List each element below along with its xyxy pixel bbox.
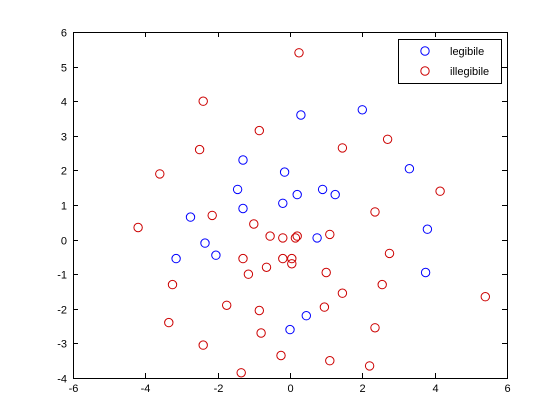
data-point-series-2: [238, 253, 248, 264]
y-tick-label: 6: [61, 28, 67, 40]
data-point-series-2: [155, 169, 165, 179]
plot-area: [73, 32, 507, 378]
y-tick-label: 3: [61, 132, 67, 144]
data-point-series-2: [337, 143, 348, 153]
data-point-series-2: [435, 186, 445, 196]
y-tick-label: 0: [61, 236, 67, 248]
data-point-series-2: [278, 253, 288, 264]
x-tick-label: 0: [287, 383, 293, 395]
y-tick-label: -1: [57, 270, 67, 282]
data-point-series-2: [370, 207, 380, 217]
data-point-series-2: [319, 302, 330, 312]
legend-marker: [420, 46, 430, 56]
data-point-series-2: [337, 288, 348, 298]
data-point-series-2: [321, 267, 331, 278]
x-tick-label: -4: [141, 383, 151, 395]
data-point-series-2: [292, 231, 302, 241]
data-point-series-1: [238, 155, 248, 165]
data-point-series-2: [294, 48, 304, 58]
legend-label: legibile: [450, 46, 484, 58]
data-point-series-2: [276, 350, 286, 361]
data-point-series-1: [292, 189, 302, 200]
data-point-series-2: [256, 328, 266, 338]
legend: legibile illegibile: [398, 39, 502, 84]
data-point-series-2: [249, 219, 259, 229]
data-point-series-2: [287, 253, 297, 264]
x-tick-label: 6: [504, 383, 510, 395]
data-point-series-2: [480, 292, 490, 302]
data-point-series-2: [243, 269, 254, 279]
data-point-series-2: [325, 356, 335, 366]
data-point-series-2: [194, 144, 205, 155]
y-tick-label: -2: [57, 305, 67, 317]
data-point-series-2: [261, 262, 272, 272]
data-point-series-2: [254, 125, 264, 136]
data-point-series-2: [207, 210, 217, 221]
data-point-series-1: [420, 267, 431, 278]
data-point-series-1: [185, 212, 196, 222]
data-point-series-2: [325, 229, 335, 240]
data-point-series-1: [422, 224, 433, 234]
data-point-series-2: [377, 279, 387, 290]
data-point-series-2: [265, 231, 275, 241]
y-tick-label: 5: [61, 63, 67, 75]
data-point-series-1: [278, 198, 288, 209]
data-point-series-1: [296, 110, 306, 120]
data-point-series-2: [370, 323, 380, 333]
data-point-series-2: [384, 248, 395, 259]
x-tick-label: 4: [432, 383, 438, 395]
y-tick-label: 1: [61, 201, 67, 213]
data-point-series-2: [198, 340, 208, 350]
y-tick-label: 4: [61, 97, 67, 109]
data-point-series-1: [301, 311, 311, 321]
data-point-series-1: [238, 203, 248, 214]
data-point-series-1: [330, 189, 340, 200]
data-point-series-1: [285, 324, 295, 335]
data-point-series-2: [290, 233, 301, 243]
data-point-series-1: [232, 184, 243, 195]
legend-marker: [420, 66, 430, 76]
legend-label: illegibile: [450, 66, 489, 78]
x-tick-label: -6: [69, 383, 79, 395]
data-point-series-2: [278, 233, 288, 243]
data-point-series-2: [198, 96, 208, 106]
data-point-series-1: [171, 253, 181, 264]
data-point-series-1: [317, 184, 328, 195]
data-point-series-1: [357, 105, 367, 115]
data-point-series-1: [200, 238, 210, 248]
data-point-series-2: [167, 279, 178, 290]
data-point-series-2: [164, 317, 174, 328]
data-point-series-2: [133, 222, 143, 233]
y-tick-label: -3: [57, 339, 67, 351]
data-point-series-2: [254, 305, 264, 316]
y-tick-label: 2: [61, 166, 67, 178]
data-point-series-2: [222, 300, 232, 310]
data-point-series-1: [279, 167, 290, 177]
y-tick-label: -4: [57, 374, 67, 386]
data-point-series-2: [236, 368, 246, 378]
data-point-series-1: [404, 164, 415, 174]
data-point-series-1: [211, 250, 221, 260]
x-tick-label: 2: [359, 383, 365, 395]
data-point-series-1: [312, 233, 322, 243]
data-point-series-2: [287, 259, 297, 269]
x-tick-label: -2: [214, 383, 224, 395]
data-point-series-2: [382, 134, 393, 145]
data-point-series-2: [364, 361, 375, 371]
plot-frame: [73, 32, 508, 379]
data-points: [133, 48, 490, 378]
legend-box: [398, 39, 502, 84]
